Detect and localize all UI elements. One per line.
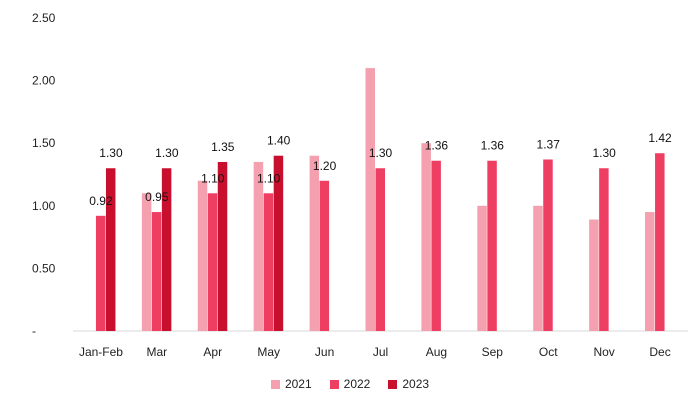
bar-2022-apr bbox=[207, 193, 218, 331]
bar-2021-oct bbox=[533, 205, 543, 331]
legend-item-2021: 2021 bbox=[270, 377, 312, 391]
y-tick-label: 0.50 bbox=[32, 261, 56, 275]
x-tick-label: Jan-Feb bbox=[79, 345, 123, 359]
bar-2021-apr bbox=[197, 180, 208, 331]
data-label: 1.20 bbox=[313, 159, 337, 173]
bar-2022-jun bbox=[319, 180, 330, 331]
x-tick-label: Jun bbox=[315, 345, 334, 359]
bar-2022-dec bbox=[655, 153, 665, 331]
y-tick-label: 1.50 bbox=[32, 136, 56, 150]
x-tick-label: May bbox=[257, 345, 280, 359]
bar-2023-jan-feb bbox=[105, 168, 116, 331]
x-tick-label: Nov bbox=[593, 345, 614, 359]
bar-2021-mar bbox=[141, 193, 152, 331]
x-axis: Jan-Feb Mar Apr May Jun Jul Aug Sep Oct Nov Dec bbox=[73, 330, 688, 359]
bar-2022-oct bbox=[543, 159, 553, 331]
bar-2021-jul bbox=[365, 68, 375, 331]
bar-2022-jul bbox=[375, 168, 385, 331]
bar-2022-jan-feb bbox=[95, 215, 106, 331]
y-tick-label: 1.00 bbox=[32, 199, 56, 213]
data-label: 1.30 bbox=[369, 146, 393, 160]
bars bbox=[95, 68, 665, 331]
x-tick-label: Sep bbox=[482, 345, 504, 359]
y-tick-label: - bbox=[32, 324, 36, 338]
legend-label: 2023 bbox=[402, 377, 430, 391]
legend-swatch bbox=[388, 379, 398, 389]
x-tick-label: Mar bbox=[147, 345, 168, 359]
bar-2022-sep bbox=[487, 160, 497, 331]
data-label: 1.37 bbox=[537, 137, 561, 151]
legend-item-2023: 2023 bbox=[388, 377, 429, 391]
data-label: 1.30 bbox=[592, 146, 616, 160]
legend-swatch bbox=[270, 379, 280, 389]
bar-2022-aug bbox=[431, 160, 441, 331]
data-label: 1.40 bbox=[267, 134, 291, 148]
x-tick-label: Apr bbox=[203, 345, 222, 359]
legend-item-2022: 2022 bbox=[329, 377, 371, 391]
data-label: 0.95 bbox=[145, 190, 169, 204]
bar-2021-aug bbox=[421, 143, 431, 331]
legend-label: 2021 bbox=[284, 377, 312, 391]
bar-2022-may bbox=[263, 193, 274, 331]
bar-2022-mar bbox=[151, 212, 162, 331]
legend-swatch bbox=[329, 379, 339, 389]
data-label: 1.10 bbox=[201, 171, 225, 185]
x-tick-label: Jul bbox=[373, 345, 388, 359]
x-tick-label: Aug bbox=[426, 345, 447, 359]
legend-label: 2022 bbox=[343, 377, 371, 391]
bar-2021-dec bbox=[645, 212, 655, 331]
data-label: 1.36 bbox=[425, 139, 449, 153]
x-tick-label: Dec bbox=[649, 345, 670, 359]
data-label: 1.36 bbox=[481, 139, 505, 153]
bar-2021-nov bbox=[589, 219, 599, 331]
data-label: 1.30 bbox=[155, 146, 179, 160]
data-label: 1.10 bbox=[257, 171, 281, 185]
data-label: 1.30 bbox=[99, 146, 123, 160]
data-label: 0.92 bbox=[89, 194, 113, 208]
y-axis: - 0.50 1.00 1.50 2.00 2.50 bbox=[32, 11, 56, 338]
y-tick-label: 2.50 bbox=[32, 11, 56, 25]
bar-2021-may bbox=[253, 161, 264, 331]
data-labels: 0.92 1.30 0.95 1.30 1.10 1.35 1.10 1.40 1.20 1.30… bbox=[89, 131, 672, 208]
bar-2022-nov bbox=[599, 168, 609, 331]
bar-2023-apr bbox=[217, 161, 228, 331]
x-tick-label: Oct bbox=[539, 345, 558, 359]
data-label: 1.42 bbox=[648, 131, 672, 145]
y-tick-label: 2.00 bbox=[32, 74, 56, 88]
legend: 2021 2022 2023 bbox=[0, 377, 700, 391]
bar-2023-may bbox=[273, 155, 284, 331]
data-label: 1.35 bbox=[211, 140, 235, 154]
bar-2021-sep bbox=[477, 205, 487, 331]
bar-2021-jun bbox=[309, 155, 320, 331]
bar-2023-mar bbox=[161, 168, 172, 331]
